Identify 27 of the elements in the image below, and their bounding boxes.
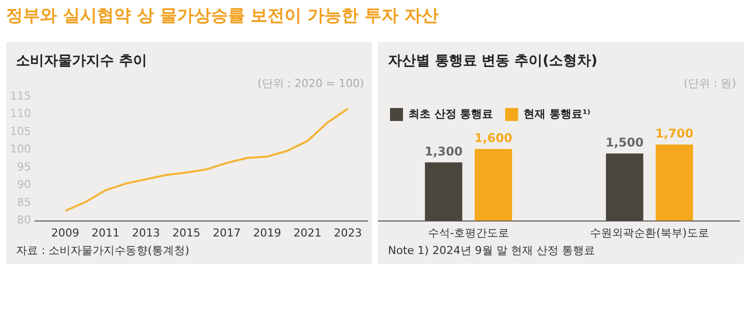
text: (단위 : 원) xyxy=(684,76,736,91)
legend-label: 현재 통행료¹⁾ xyxy=(524,107,590,120)
bar xyxy=(424,162,462,221)
text: 정부와 실시협약 상 물가상승률 보전이 가능한 투자 자산 xyxy=(6,5,438,27)
x-tick-label: 2017 xyxy=(212,226,241,240)
text: 자료 : 소비자물가지수동향(통계청) xyxy=(16,243,190,258)
x-tick-label: 2021 xyxy=(293,226,322,240)
x-tick-label: 2023 xyxy=(334,226,362,240)
x-tick-label: 2013 xyxy=(132,226,160,240)
x-tick-label: 2011 xyxy=(92,226,120,240)
data-label: 1,600 xyxy=(474,131,512,146)
data-label: 1,500 xyxy=(606,136,644,150)
text: (단위 : 2020 = 100) xyxy=(258,76,364,91)
x-tick-label: 수원외곽순환(북부)도로 xyxy=(590,226,709,240)
chart-title: 소비자물가지수 추이 xyxy=(16,52,147,70)
bar xyxy=(656,144,694,221)
data-label: 1,700 xyxy=(655,126,694,141)
chart-title: 자산별 통행료 변동 추이(소형차) xyxy=(388,52,598,70)
x-tick-label: 수석-호평간도로 xyxy=(428,226,509,240)
bar xyxy=(474,148,512,221)
text: Note 1) 2024년 9월 말 현재 산정 통행료 xyxy=(388,243,595,258)
data-label: 1,300 xyxy=(424,144,463,159)
x-tick-label: 2015 xyxy=(172,226,200,240)
bar xyxy=(606,153,644,221)
legend-label: 최초 산정 통행료 xyxy=(408,107,494,120)
x-tick-label: 2009 xyxy=(51,226,80,240)
x-tick-label: 2019 xyxy=(253,226,282,240)
